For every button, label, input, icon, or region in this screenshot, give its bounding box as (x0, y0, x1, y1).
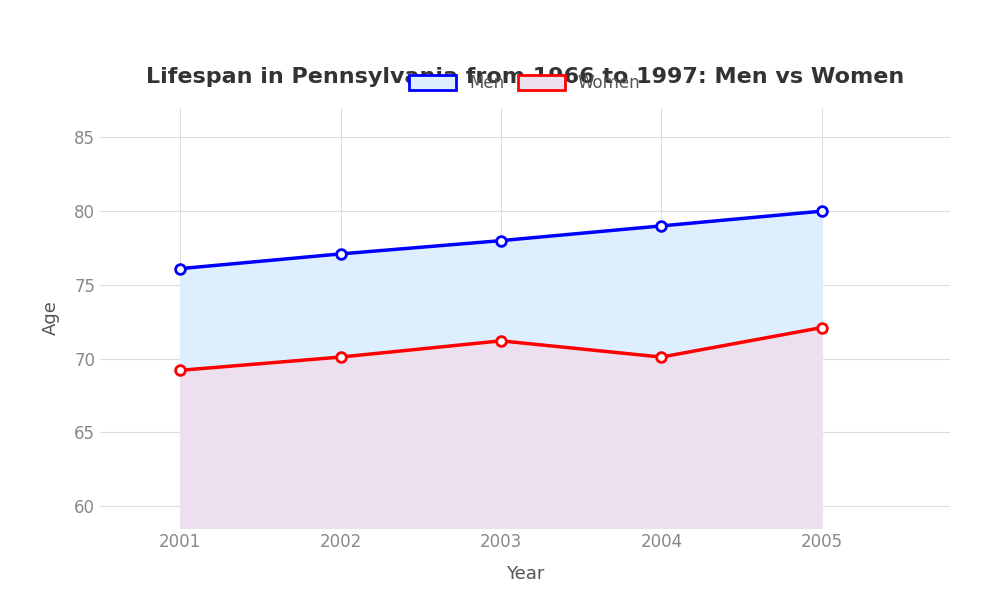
Legend: Men, Women: Men, Women (401, 66, 649, 101)
Y-axis label: Age: Age (42, 301, 60, 335)
Title: Lifespan in Pennsylvania from 1966 to 1997: Men vs Women: Lifespan in Pennsylvania from 1966 to 19… (146, 67, 904, 87)
X-axis label: Year: Year (506, 565, 544, 583)
